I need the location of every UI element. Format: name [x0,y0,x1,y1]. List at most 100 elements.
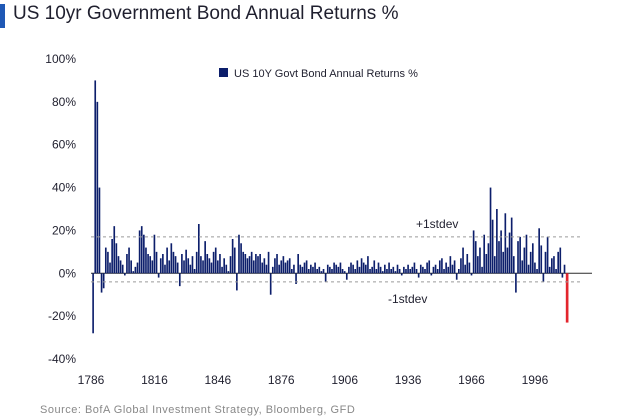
bar [100,273,103,293]
bar [183,260,185,274]
bar [508,232,511,274]
bar [299,264,302,274]
bar [521,260,524,274]
bar [468,262,471,274]
bar [282,256,285,274]
bar [523,247,526,274]
bar [223,258,226,274]
y-tick-label: -40% [48,352,76,366]
bar [411,266,414,274]
bar [267,251,270,274]
bar [462,247,464,274]
x-tick-label: 1906 [331,373,358,387]
bar [246,258,249,274]
bar [457,269,460,274]
bar [360,258,363,274]
bar [394,271,397,274]
bar [255,254,257,274]
bar [557,251,560,274]
bar [94,80,97,274]
bar [252,260,255,274]
bar [515,273,517,293]
bar [512,256,515,274]
bar [227,271,230,274]
legend: US 10Y Govt Bond Annual Returns % [219,68,418,80]
bar [498,241,500,274]
bar [453,260,456,274]
bar [447,266,450,274]
bar [109,262,111,274]
bar [496,209,498,274]
bar [204,241,206,274]
bar [343,271,346,274]
bar [441,258,443,274]
bar [238,234,240,274]
y-axis: -40% -20% 0% 20% 40% 60% 80% 100% [45,52,76,366]
bar [531,243,534,274]
bar [350,262,352,274]
bar [354,269,357,274]
bar [284,262,287,274]
bar [438,260,441,274]
bar [534,262,536,274]
bar [324,273,327,282]
bar [278,264,280,274]
bar [464,264,466,274]
y-tick-label: -20% [48,309,76,323]
bar [187,258,190,274]
bar [286,260,289,274]
bar [147,254,149,274]
bar [390,269,393,274]
bar [544,251,547,274]
bar [221,266,223,274]
bar [405,269,407,274]
bar [280,260,283,274]
x-tick-label: 1966 [458,373,485,387]
bar [409,269,412,274]
bar [335,264,338,274]
bar [396,264,399,274]
bar [297,254,299,274]
bar [193,269,196,274]
bar [191,256,194,274]
bar [271,266,274,274]
bar [364,264,367,274]
latest-bar [565,273,569,323]
bar [417,273,420,278]
bar [443,269,445,274]
bar [316,269,319,274]
bar [392,266,395,274]
bar [375,269,378,274]
bar [314,262,316,274]
y-tick-label: 0% [59,266,77,280]
bar [449,256,452,274]
bar [472,230,475,274]
bar [115,243,118,274]
bar [174,256,177,274]
bar [303,262,306,274]
bar [352,264,354,274]
bar [434,264,437,274]
bar [269,273,272,295]
x-axis: 1786 1816 1846 1876 1906 1936 1966 1996 [78,373,549,387]
bar [242,251,245,274]
bar [113,226,116,274]
bar [151,260,154,274]
bar [540,245,543,274]
y-tick-label: 20% [52,223,76,237]
bar [217,260,219,274]
bar [555,269,557,274]
bar [212,251,215,274]
bar [134,266,137,274]
bar [339,262,342,274]
bar [500,230,502,274]
bar [210,262,213,274]
bar [143,234,145,274]
bar [436,269,439,274]
bar [502,251,505,274]
legend-swatch [219,68,228,77]
bar [489,187,492,274]
bar [123,273,126,276]
bar [432,266,435,274]
bar [107,251,109,274]
